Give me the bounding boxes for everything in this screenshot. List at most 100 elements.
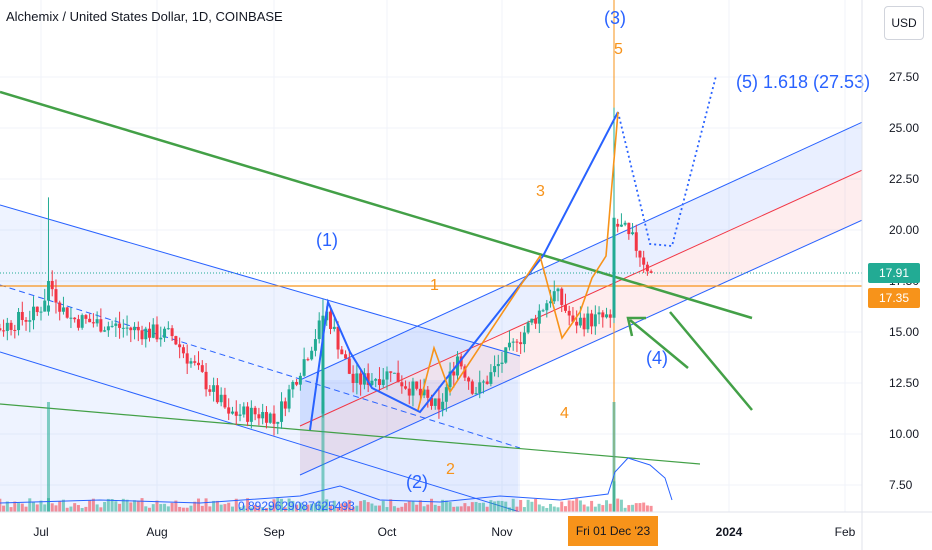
time-axis[interactable]: Jul Aug Sep Oct Nov 2024 Feb (0, 511, 932, 539)
volume-bar (118, 503, 122, 512)
volume-bar (597, 503, 601, 512)
volume-bar (329, 505, 332, 512)
wave-label-1: (1) (316, 230, 338, 250)
volume-bar (295, 504, 299, 512)
volume-bar (340, 503, 344, 512)
candle-body (291, 381, 295, 390)
time-tick-label: Jul (33, 525, 48, 539)
candle-body (91, 322, 95, 324)
volume-bar (181, 507, 185, 512)
candle-body (264, 412, 268, 423)
candle-body (515, 341, 519, 343)
candle-body (246, 406, 250, 422)
candle-body (151, 324, 155, 338)
candle-body (511, 341, 515, 343)
volume-bar (148, 507, 152, 512)
volume-bar (649, 505, 653, 512)
candle-body (404, 386, 408, 389)
level-price-tag: 17.35 (868, 288, 920, 308)
candle-body (310, 350, 314, 360)
volume-bar (422, 506, 426, 512)
volume-bar (351, 507, 355, 512)
price-tick-label: 12.50 (889, 376, 919, 390)
volume-bar (212, 500, 216, 512)
candle-body (114, 323, 118, 326)
volume-bar (110, 499, 114, 512)
volume-bar (238, 507, 242, 512)
volume-bar (84, 506, 88, 512)
candle-body (489, 372, 493, 384)
candle-body (612, 217, 616, 314)
blue-impulse-wave-path (309, 111, 619, 431)
candle-body (215, 385, 219, 403)
candle-body (106, 326, 110, 331)
ascending-channel-bottom (299, 219, 862, 476)
volume-bar (500, 500, 504, 512)
candle-body (219, 394, 223, 403)
time-tick-label: Nov (491, 525, 512, 539)
volume-bar (106, 498, 110, 512)
volume-bar (73, 503, 77, 512)
candle-body (526, 322, 530, 333)
candle-body (73, 317, 77, 320)
volume-bar (242, 505, 246, 512)
volume-bar (444, 500, 448, 512)
candle-body (155, 324, 159, 340)
volume-bar (448, 502, 452, 512)
volume-bar (467, 506, 471, 512)
price-tick-label: 7.50 (889, 478, 913, 492)
candle-body (197, 362, 201, 366)
candle-body (541, 310, 545, 312)
candle-body (317, 320, 321, 340)
volume-bar (336, 507, 340, 512)
candle-body (556, 288, 560, 292)
currency-button[interactable]: USD (884, 6, 924, 40)
volume-bar (121, 498, 125, 512)
volume-bars (0, 402, 653, 512)
volume-bar (298, 502, 302, 512)
volume-bar (452, 506, 456, 512)
subwave-label-3: 3 (536, 183, 545, 200)
volume-bar (249, 507, 253, 512)
volume-bar (54, 505, 58, 512)
volume-bar (39, 500, 43, 512)
candle-body (385, 371, 389, 380)
candle-body (136, 326, 140, 331)
descending-channel-top (0, 204, 521, 357)
candle-body (586, 313, 590, 330)
candle-body (268, 413, 272, 423)
candle-body (582, 317, 586, 330)
volume-bar (46, 402, 50, 512)
ascending-channel-top (299, 121, 862, 381)
volume-bar (400, 506, 404, 512)
volume-bar (151, 504, 155, 512)
candle-body (242, 406, 246, 415)
price-tick-label: 27.50 (889, 70, 919, 84)
volume-bar (493, 501, 497, 512)
volume-bar (88, 500, 92, 512)
candle-body (295, 381, 299, 385)
candle-body (257, 414, 261, 419)
volume-bar (407, 501, 411, 512)
volume-bar (463, 503, 467, 512)
volume-bar (437, 505, 441, 512)
volume-bar (556, 507, 560, 512)
volume-bar (634, 503, 638, 512)
volume-bar (17, 503, 21, 512)
volume-bar (264, 507, 268, 512)
volume-bar (474, 501, 478, 512)
candle-body (35, 306, 39, 313)
candle-body (366, 373, 370, 385)
candle-body (496, 363, 500, 367)
volume-bar (230, 506, 234, 512)
volume-bar (392, 506, 396, 512)
volume-bar (20, 503, 24, 512)
volume-bar (227, 502, 231, 512)
candle-body (597, 312, 601, 315)
candle-body (400, 382, 404, 387)
volume-bar (612, 402, 616, 512)
volume-bar (178, 506, 182, 512)
volume-bar (549, 503, 553, 512)
volume-bar (253, 504, 257, 512)
